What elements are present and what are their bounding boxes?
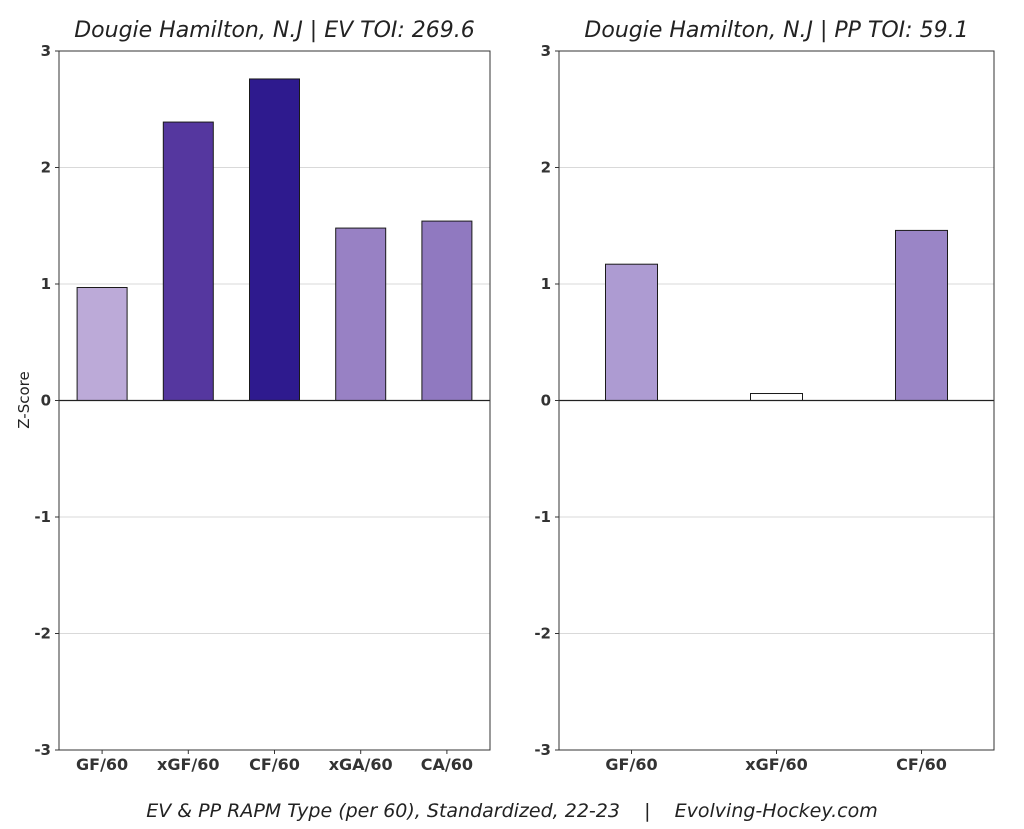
- plot-frame: [558, 50, 995, 751]
- y-tick-label: -3: [34, 741, 51, 759]
- y-tick-label: 2: [41, 159, 51, 177]
- chart-caption: EV & PP RAPM Type (per 60), Standardized…: [146, 800, 877, 822]
- y-tick-label: 2: [541, 159, 551, 177]
- y-tick-label: 3: [41, 42, 51, 60]
- y-tick-label: -1: [34, 508, 51, 526]
- x-tick-label: xGA/60: [329, 755, 393, 774]
- y-tick-label: -2: [534, 625, 551, 643]
- y-axis-label: Z-Score: [15, 371, 33, 428]
- bar-xgf-60: [162, 121, 214, 401]
- bar-ca-60: [421, 220, 473, 401]
- bar-cf-60: [249, 78, 300, 402]
- x-tick-label: CA/60: [421, 755, 473, 774]
- y-tick-label: -2: [34, 625, 51, 643]
- x-tick-label: CF/60: [896, 755, 947, 774]
- ev-panel: -3 -2 -1 0 1 2 3 GF/60 xGF/60 CF/60 xGA/60 CA/60 Dou…: [34, 18, 491, 774]
- x-tick-label: xGF/60: [157, 755, 220, 774]
- y-tick-label: 1: [541, 275, 551, 293]
- plot-frame: [58, 50, 491, 751]
- bar-gf-60: [605, 263, 658, 401]
- bar-xgf-60: [750, 393, 803, 402]
- pp-panel: -3 -2 -1 0 1 2 3 GF/60 xGF/60 CF/60 Dougie Hamilto…: [534, 18, 995, 774]
- y-tick-label: 3: [541, 42, 551, 60]
- y-tick-label: -1: [534, 508, 551, 526]
- y-tick-label: -3: [534, 741, 551, 759]
- bar-cf-60: [895, 229, 948, 401]
- x-tick-label: GF/60: [605, 755, 657, 774]
- y-tick-label: 0: [41, 392, 51, 410]
- panel-title: Dougie Hamilton, N.J | EV TOI: 269.6: [74, 18, 475, 43]
- bar-gf-60: [76, 286, 128, 401]
- x-tick-label: xGF/60: [745, 755, 808, 774]
- y-tick-label: 0: [541, 392, 551, 410]
- x-tick-label: CF/60: [249, 755, 300, 774]
- x-tick-label: GF/60: [76, 755, 128, 774]
- panel-title: Dougie Hamilton, N.J | PP TOI: 59.1: [584, 18, 968, 43]
- y-tick-label: 1: [41, 275, 51, 293]
- bar-xga-60: [335, 227, 387, 401]
